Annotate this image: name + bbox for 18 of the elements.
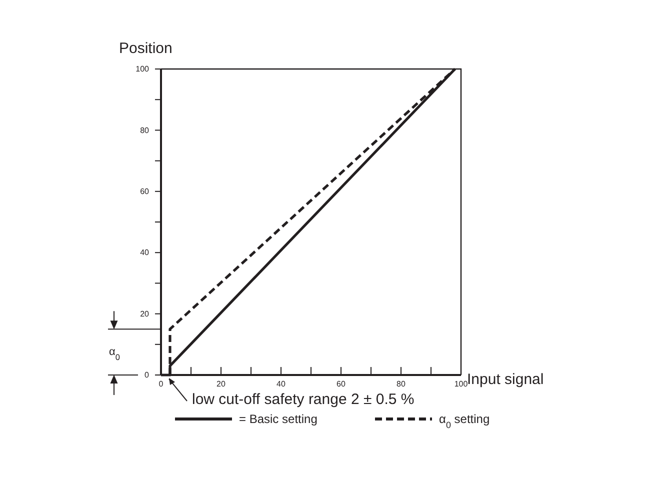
y-axis-title: Position [119, 40, 172, 57]
y-tick-label: 40 [140, 248, 150, 258]
legend-label: α$_{0}$ setting [439, 412, 490, 430]
x-tick-label: 40 [276, 380, 286, 389]
x-tick-label: 100 [454, 380, 468, 389]
x-tick-label: 0 [158, 380, 164, 389]
ref-line-label: α$_{0}$ [109, 346, 120, 362]
y-tick-label: 60 [140, 186, 150, 196]
y-tick-label: 80 [140, 126, 150, 135]
y-tick-label: 0 [144, 370, 150, 380]
y-tick-label: 100 [136, 64, 150, 74]
x-tick-label: 20 [216, 380, 226, 389]
legend-label: = Basic setting [239, 412, 318, 426]
y-tick-label: 20 [140, 309, 150, 318]
x-tick-label: 80 [396, 380, 406, 389]
x-axis-title: Input signal [467, 371, 544, 388]
annotation: low cut-off safety range 2 ± 0.5 % [192, 391, 414, 408]
x-tick-label: 60 [336, 380, 346, 389]
